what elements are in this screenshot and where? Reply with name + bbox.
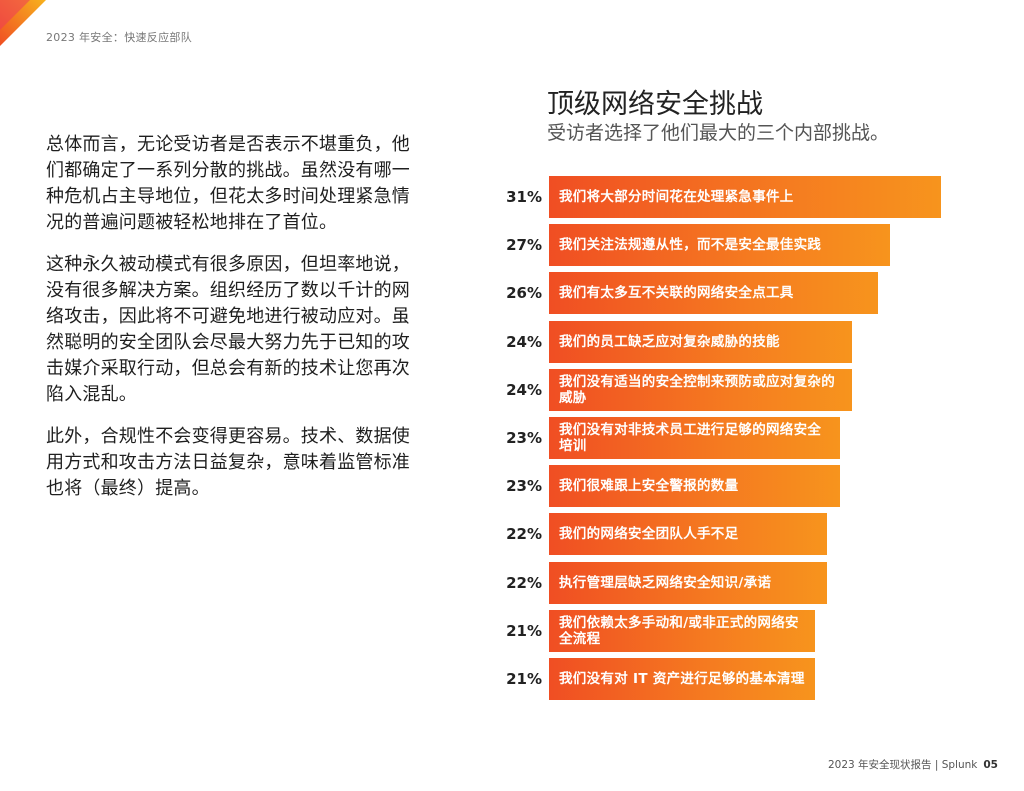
bar: 我们的员工缺乏应对复杂威胁的技能 bbox=[549, 320, 853, 363]
bar: 我们将大部分时间花在处理紧急事件上 bbox=[549, 176, 941, 218]
paragraph-1: 总体而言，无论受访者是否表示不堪重负，他们都确定了一系列分散的挑战。虽然没有哪一… bbox=[46, 134, 410, 233]
bar: 我们没有对 IT 资产进行足够的基本清理 bbox=[549, 658, 815, 700]
bar-value-label: 27% bbox=[506, 236, 542, 255]
bar: 我们依赖太多手动和/或非正式的网络安全流程 bbox=[549, 609, 815, 652]
bar: 我们没有对非技术员工进行足够的网络安全培训 bbox=[549, 417, 840, 459]
bar-value-label: 23% bbox=[506, 429, 542, 447]
bar-category-label: 我们有太多互不关联的网络安全点工具 bbox=[559, 285, 794, 302]
bar-value-label: 26% bbox=[506, 284, 542, 303]
chart-subtitle: 受访者选择了他们最大的三个内部挑战。 bbox=[547, 122, 890, 144]
bar-value-label: 21% bbox=[506, 670, 542, 688]
bar-category-label: 我们将大部分时间花在处理紧急事件上 bbox=[559, 189, 794, 205]
footer: 2023 年安全现状报告 | Splunk 05 bbox=[828, 757, 998, 772]
bar-value-label: 31% bbox=[506, 188, 542, 206]
bar: 执行管理层缺乏网络安全知识/承诺 bbox=[549, 561, 828, 604]
bar-category-label: 我们没有适当的安全控制来预防或应对复杂的威胁 bbox=[559, 373, 835, 406]
paragraph-3: 此外，合规性不会变得更容易。技术、数据使用方式和攻击方法日益复杂，意味着监管标准… bbox=[46, 426, 410, 499]
bar-value-label: 22% bbox=[506, 525, 542, 544]
body-text: 总体而言，无论受访者是否表示不堪重负，他们都确定了一系列分散的挑战。虽然没有哪一… bbox=[46, 132, 426, 518]
bar: 我们的网络安全团队人手不足 bbox=[549, 513, 828, 556]
bar-category-label: 我们的网络安全团队人手不足 bbox=[559, 526, 739, 543]
bar-value-label: 21% bbox=[506, 621, 542, 640]
bar-value-label: 23% bbox=[506, 477, 542, 496]
bar-category-label: 我们的员工缺乏应对复杂威胁的技能 bbox=[559, 333, 780, 350]
bar-value-label: 22% bbox=[506, 573, 542, 592]
page-number: 05 bbox=[983, 759, 998, 771]
bar-value-label: 24% bbox=[506, 380, 542, 399]
bar: 我们关注法规遵从性，而不是安全最佳实践 bbox=[549, 224, 891, 267]
bar-value-label: 24% bbox=[506, 332, 542, 351]
bar-category-label: 我们关注法规遵从性，而不是安全最佳实践 bbox=[559, 237, 822, 254]
corner-accent-graphic bbox=[0, 0, 46, 46]
paragraph-2: 这种永久被动模式有很多原因，但坦率地说，没有很多解决方案。组织经历了数以千计的网… bbox=[46, 254, 410, 405]
bar-category-label: 我们没有对 IT 资产进行足够的基本清理 bbox=[559, 671, 805, 687]
bar-category-label: 我们很难跟上安全警报的数量 bbox=[559, 478, 739, 495]
chart-title: 顶级网络安全挑战 bbox=[547, 89, 763, 120]
bar: 我们没有适当的安全控制来预防或应对复杂的威胁 bbox=[549, 368, 853, 411]
bar-category-label: 我们依赖太多手动和/或非正式的网络安全流程 bbox=[559, 614, 799, 647]
running-header: 2023 年安全：快速反应部队 bbox=[46, 31, 192, 44]
footer-report-title: 2023 年安全现状报告 | Splunk bbox=[827, 759, 978, 771]
bar-category-label: 我们没有对非技术员工进行足够的网络安全培训 bbox=[559, 422, 822, 454]
bar: 我们有太多互不关联的网络安全点工具 bbox=[549, 272, 878, 315]
bar-category-label: 执行管理层缺乏网络安全知识/承诺 bbox=[559, 574, 772, 591]
bar: 我们很难跟上安全警报的数量 bbox=[549, 465, 840, 508]
